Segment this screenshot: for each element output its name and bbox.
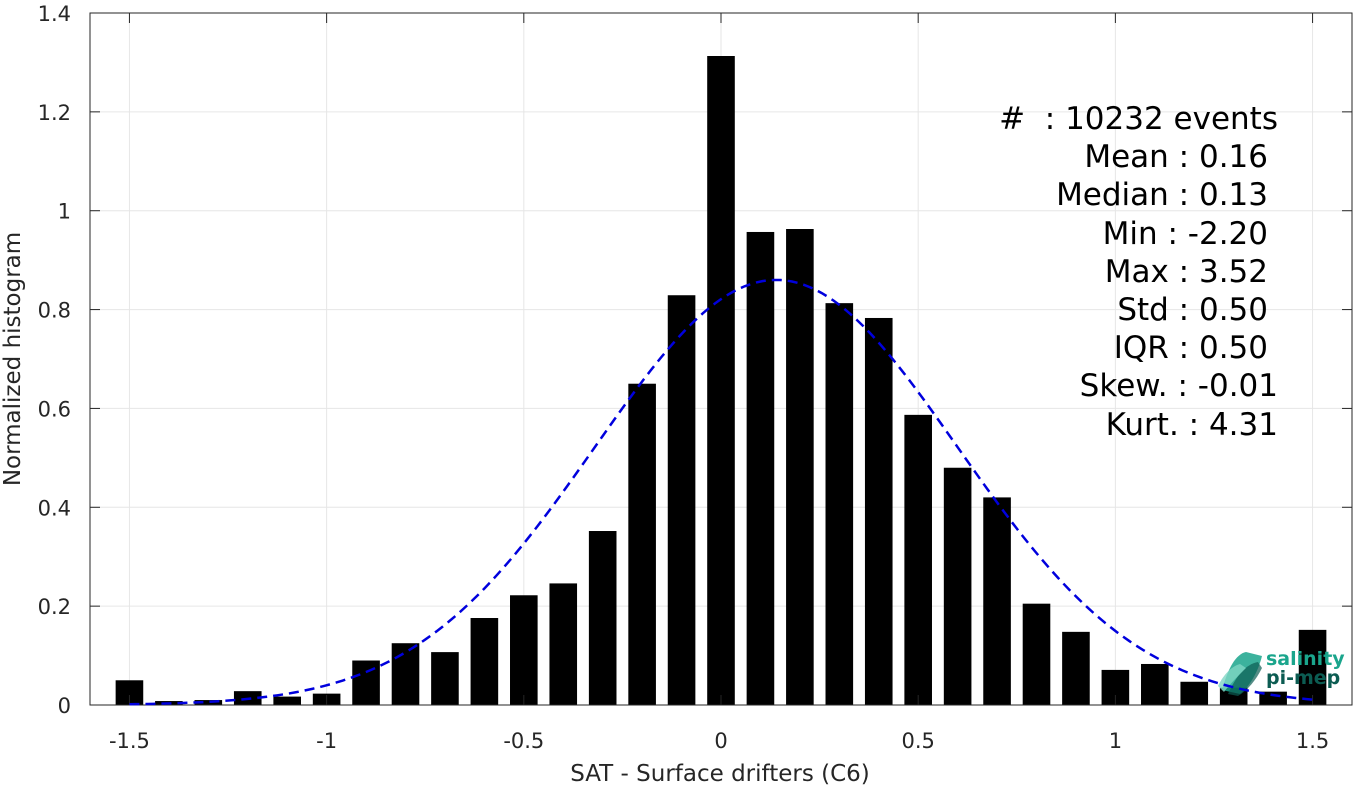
stat-line: Std : 0.50 [1117,292,1268,328]
histogram-bar [983,497,1011,705]
stat-line: # : 10232 events [999,101,1278,137]
histogram-bar [1298,629,1327,705]
histogram-bar [1062,631,1090,705]
histogram-bar [510,595,538,705]
y-tick-label: 0.8 [38,299,71,323]
histogram-bar [1141,663,1169,705]
y-tick-label: 1.2 [38,101,71,125]
histogram-bar [943,467,972,705]
x-tick-label: 1.5 [1296,729,1329,753]
stat-line: Mean : 0.16 [1084,139,1268,176]
histogram-bar [1022,603,1051,705]
y-tick-labels: 0 0.2 0.4 0.6 0.8 1 1.2 1.4 [38,2,71,718]
histogram-bar [864,317,893,705]
stat-line: Kurt. : 4.31 [1105,406,1278,443]
histogram-bar [273,696,301,705]
histogram-bar [667,295,696,705]
histogram-bar [707,56,735,705]
histogram-bar [1180,681,1209,705]
y-tick-label: 0 [58,694,71,718]
logo-wave-shape [1228,662,1262,696]
stat-line: Max : 3.52 [1104,253,1268,290]
histogram-bar [746,231,775,705]
histogram-bar [904,414,932,705]
stat-line: Min : -2.20 [1102,215,1268,252]
histogram-bar [825,303,854,705]
histogram-bar [470,618,499,705]
histogram-bar [786,229,814,705]
stat-line: IQR : 0.50 [1113,330,1268,367]
histogram-bar [628,383,656,705]
y-tick-label: 1.4 [38,2,71,26]
gaussian-fit-curve [129,278,1313,706]
x-tick-label: -1.5 [109,729,150,753]
x-tick-label: 0 [714,729,727,753]
logo-text-pimep: pi-mep [1266,667,1341,689]
histogram-bar [431,652,459,705]
y-tick-label: 0.2 [38,595,71,619]
x-tick-label: -1 [316,729,337,753]
histogram-bar [194,700,223,705]
x-tick-label: -0.5 [503,729,544,753]
y-tick-label: 0.6 [38,397,71,421]
x-tick-label: 0.5 [901,729,934,753]
histogram-bar [391,643,420,705]
logo-text-salinity: salinity [1266,648,1345,670]
stat-line: Median : 0.13 [1056,177,1268,214]
x-tick-labels: -1.5 -1 -0.5 0 0.5 1 1.5 [109,729,1329,753]
histogram-bar [352,660,380,705]
y-tick-label: 1 [58,200,71,224]
x-tick-label: 1 [1109,729,1122,753]
y-tick-label: 0.4 [38,496,71,520]
y-axis-label: Normalized histogram [0,232,26,486]
axes-frame [89,12,1353,706]
histogram-bar [588,531,617,705]
stat-line: Skew. : -0.01 [1079,368,1278,405]
histogram-bar [549,583,578,705]
histogram-bars [115,56,1327,705]
x-axis-label: SAT - Surface drifters (C6) [570,761,870,785]
